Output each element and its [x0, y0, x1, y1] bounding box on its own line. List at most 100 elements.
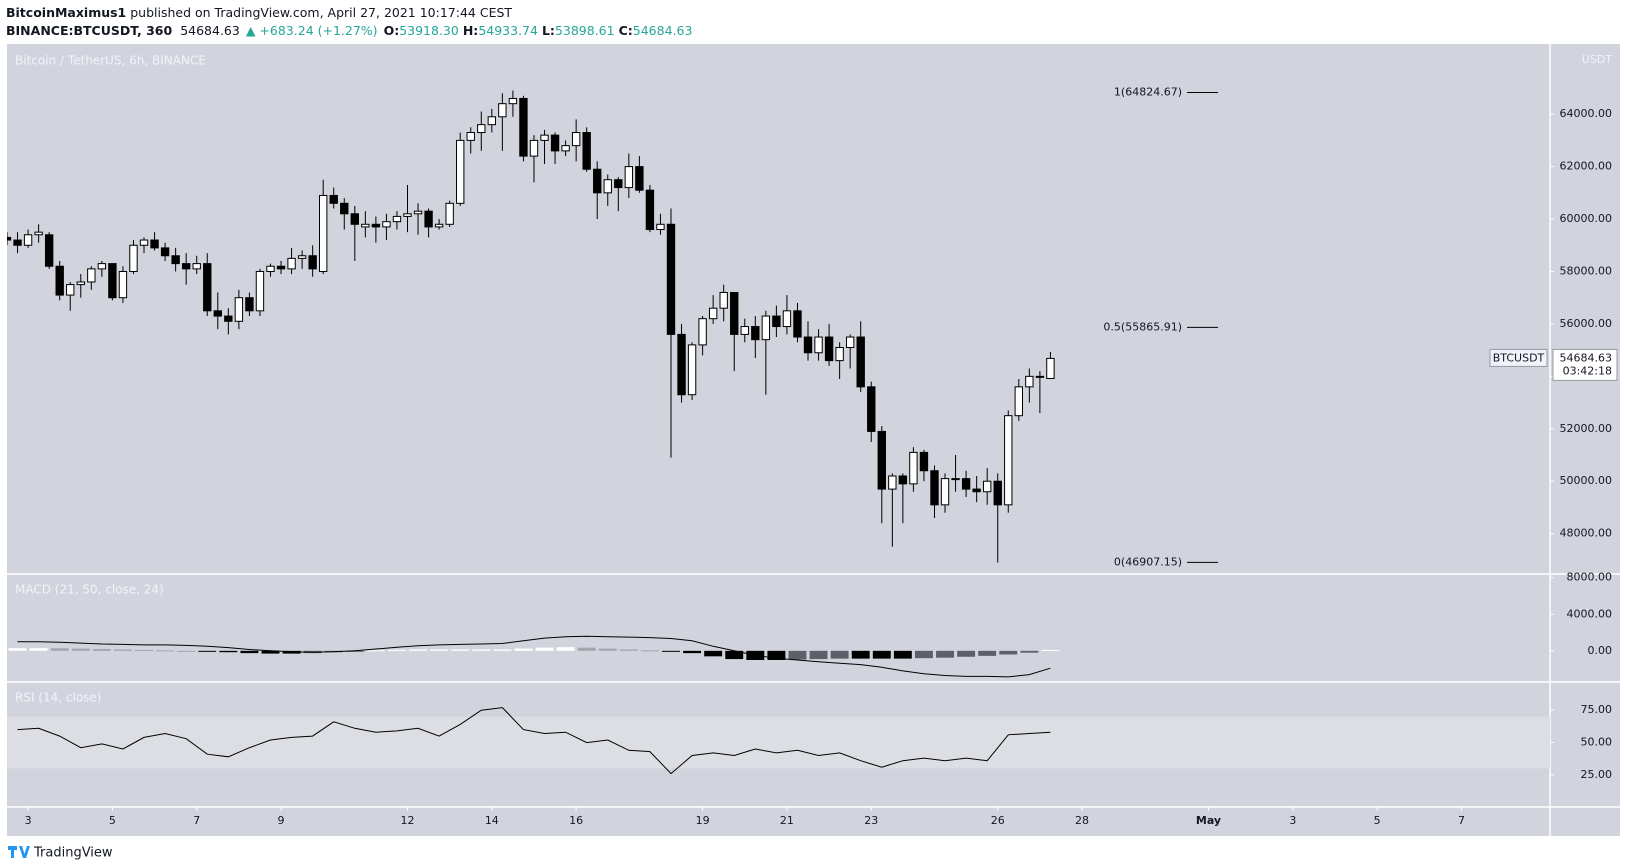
histogram-bar [872, 650, 891, 659]
histogram-bar [936, 650, 954, 658]
o-label: O: [384, 23, 400, 38]
histogram-bar [999, 650, 1018, 655]
candle-body [445, 202, 454, 225]
histogram-bar [598, 648, 617, 651]
candle-body [308, 255, 317, 270]
y-tick-label: 25.00 [1581, 768, 1613, 781]
candle-body [635, 166, 644, 191]
histogram-bar [957, 650, 976, 657]
h-label: H: [463, 23, 478, 38]
candle-body [877, 430, 886, 490]
candle-body [129, 244, 138, 272]
candle-body [392, 215, 402, 223]
candle-body [487, 116, 497, 126]
histogram-bar [409, 649, 428, 651]
candle-body [698, 318, 707, 346]
candle-body [297, 255, 307, 259]
last-label: BTCUSDT [1493, 351, 1545, 364]
histogram-bar [198, 650, 217, 652]
candle-body [23, 234, 33, 246]
candle-body [118, 270, 128, 299]
candle-body [276, 265, 286, 270]
candle-body [814, 336, 823, 354]
o: 53918.30 [399, 23, 459, 38]
x-tick-label: 26 [991, 814, 1005, 827]
candle-body [139, 239, 149, 246]
candle-body [97, 263, 107, 270]
candle-body [772, 315, 781, 328]
histogram-bar [556, 647, 575, 651]
histogram-bar [345, 650, 364, 652]
candle-body [845, 336, 855, 349]
candle-body [730, 291, 739, 335]
pane-title: Bitcoin / TetherUS, 6h, BINANCE [15, 54, 206, 68]
histogram-bar [219, 650, 238, 653]
x-tick-label: 12 [401, 814, 415, 827]
candle-body [192, 263, 201, 270]
candle-body [245, 297, 254, 312]
candle-body [477, 124, 486, 134]
histogram-bar [725, 650, 744, 660]
candle-body [329, 194, 338, 204]
x-tick-label: 23 [864, 814, 878, 827]
candle-body [708, 307, 718, 320]
candle-body [234, 297, 244, 322]
candle-body [888, 475, 897, 490]
y-tick-label: 4000.00 [1567, 607, 1613, 620]
candle-body [287, 257, 296, 270]
histogram-bar [92, 649, 111, 651]
y-tick-label: 50.00 [1581, 736, 1613, 749]
candle-body [466, 132, 475, 141]
candle-body [371, 223, 381, 228]
symbol: BINANCE:BTCUSDT, 360 [6, 23, 172, 38]
candle-body [456, 139, 465, 204]
candle-body [1004, 415, 1013, 506]
fib-label: 1(64824.67) [1114, 86, 1182, 99]
histogram-bar [430, 649, 449, 651]
candle-body [7, 236, 12, 241]
candle-body [561, 145, 570, 152]
candle-body [666, 223, 676, 335]
histogram-bar [366, 650, 385, 652]
histogram-bar [29, 648, 48, 651]
y-tick-label: 64000.00 [1560, 107, 1613, 120]
candle-body [677, 333, 686, 396]
x-tick-label: 19 [696, 814, 710, 827]
candle-body [87, 268, 96, 283]
footer[interactable]: TradingView [33, 846, 113, 861]
x-tick-label: 5 [109, 814, 116, 827]
author[interactable]: BitcoinMaximus1 [6, 5, 126, 20]
histogram-bar [156, 650, 175, 652]
candle-body [867, 386, 876, 432]
candle-body [951, 478, 960, 481]
candle-body [793, 310, 802, 338]
candle-body [413, 210, 423, 215]
histogram-bar [640, 650, 659, 652]
x-tick-label: 9 [278, 814, 285, 827]
histogram-bar [514, 648, 533, 651]
candle-body [160, 247, 170, 257]
histogram-bar [261, 650, 280, 654]
y-tick-label: 48000.00 [1560, 527, 1613, 540]
candle-body [519, 97, 528, 157]
histogram-bar [472, 649, 491, 651]
histogram-bar [8, 648, 27, 651]
price-tag-value: 54684.63 [1560, 351, 1613, 364]
x-tick-label: 5 [1374, 814, 1381, 827]
x-tick-label: 14 [485, 814, 499, 827]
candle-body [361, 223, 370, 228]
last: 54684.63 [180, 23, 240, 38]
candle-body [687, 344, 697, 396]
candle-body [835, 347, 844, 362]
candle-body [76, 281, 85, 286]
change: ▲ +683.24 (+1.27%) [246, 23, 378, 38]
unit-label: USDT [1582, 53, 1613, 66]
y-tick-label: 50000.00 [1560, 474, 1613, 487]
x-tick-label: May [1196, 814, 1221, 827]
pane-title: RSI (14, close) [15, 691, 101, 705]
candle-body [571, 132, 581, 147]
countdown: 03:42:18 [1563, 364, 1612, 377]
candle-body [66, 284, 75, 296]
candles [7, 90, 1055, 563]
